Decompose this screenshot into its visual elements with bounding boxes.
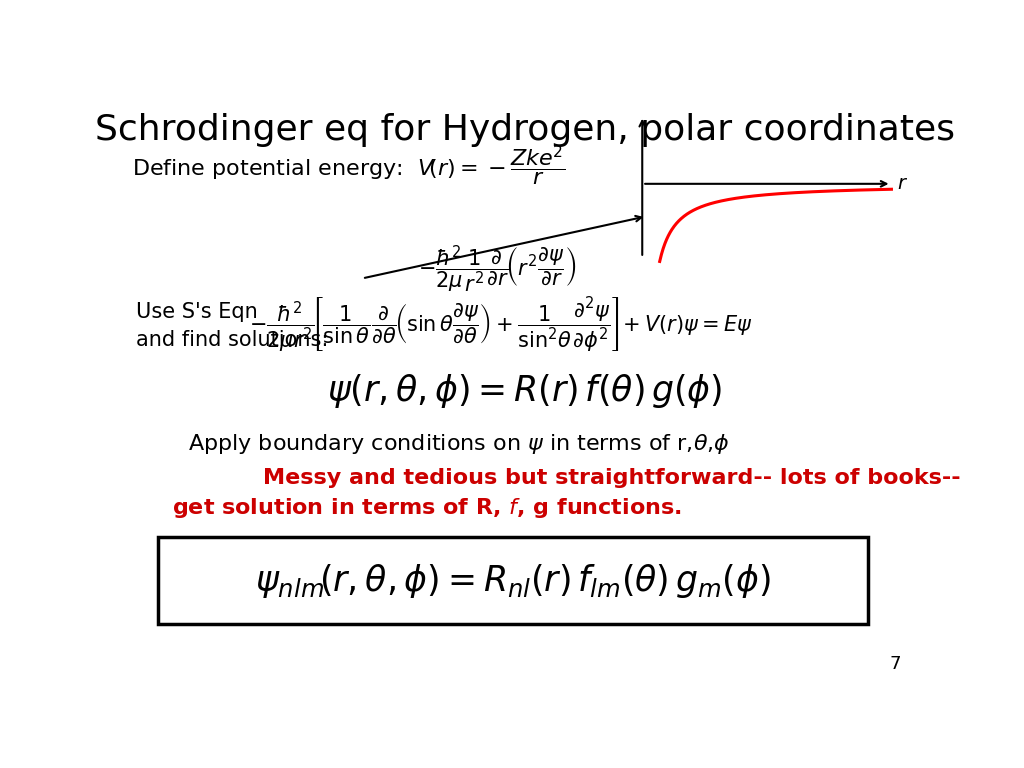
Text: Messy and tedious but straightforward-- lots of books--: Messy and tedious but straightforward-- …: [263, 468, 961, 488]
Text: $\psi\left(r,\theta,\phi\right) = R(r)\,f(\theta)\,g(\phi)$: $\psi\left(r,\theta,\phi\right) = R(r)\,…: [327, 372, 723, 410]
Text: r: r: [898, 174, 906, 194]
Text: Apply boundary conditions on $\psi$ in terms of r,$\theta$,$\phi$: Apply boundary conditions on $\psi$ in t…: [187, 432, 729, 456]
Text: $-\dfrac{\hbar^2}{2\mu r^2}\!\left[\dfrac{1}{\sin\theta}\dfrac{\partial}{\partia: $-\dfrac{\hbar^2}{2\mu r^2}\!\left[\dfra…: [249, 296, 753, 356]
Text: Schrodinger eq for Hydrogen, polar coordinates: Schrodinger eq for Hydrogen, polar coord…: [95, 113, 954, 147]
Text: $\psi_{nlm}\!\left(r,\theta,\phi\right) = R_{nl}(r)\,f_{lm}(\theta)\,g_m(\phi)$: $\psi_{nlm}\!\left(r,\theta,\phi\right) …: [255, 561, 771, 600]
Text: Define potential energy:  $V\!\left(r\right) = -\dfrac{Zke^2}{r}$: Define potential energy: $V\!\left(r\rig…: [132, 144, 565, 188]
Text: Use S's Eqn
and find solutions:: Use S's Eqn and find solutions:: [136, 302, 329, 349]
Text: $-\dfrac{\hbar^2}{2\mu}\dfrac{1}{r^2}\dfrac{\partial}{\partial r}\!\left(r^2\dfr: $-\dfrac{\hbar^2}{2\mu}\dfrac{1}{r^2}\df…: [418, 243, 577, 296]
Text: 7: 7: [890, 655, 901, 673]
Text: get solution in terms of R, $\mathit{f}$, g functions.: get solution in terms of R, $\mathit{f}$…: [172, 496, 681, 521]
FancyBboxPatch shape: [158, 537, 868, 624]
